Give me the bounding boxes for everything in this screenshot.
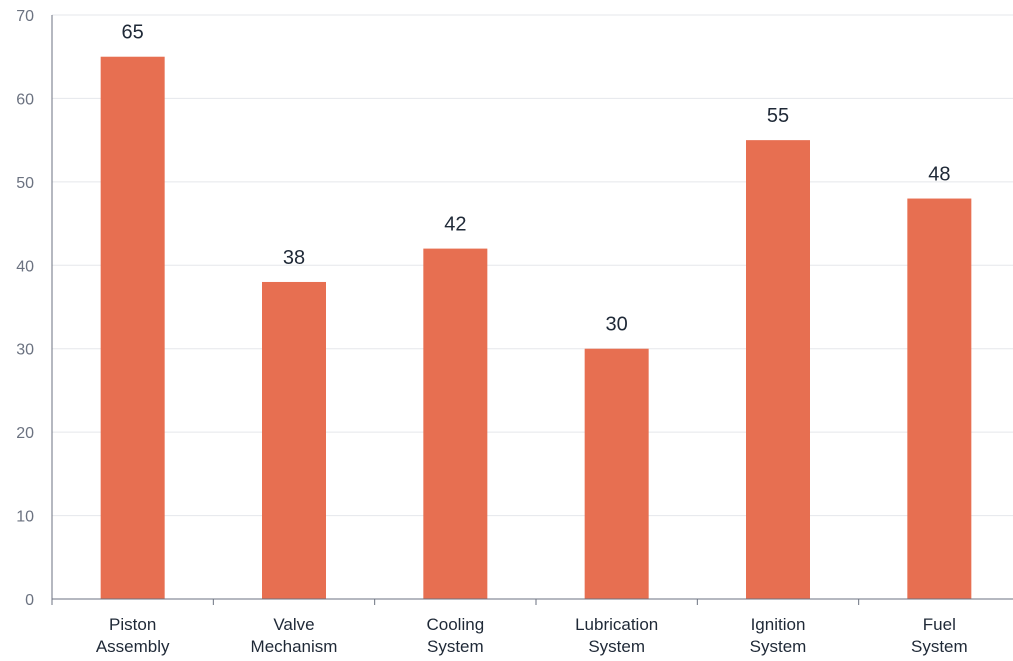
x-tick-label-line: System <box>427 637 484 656</box>
labels: 0 10 20 30 40 50 60 70 65 Piston Assembly 38 Valve Me… <box>16 8 967 656</box>
y-tick-label: 70 <box>16 8 34 25</box>
x-tick-label-line: System <box>588 637 645 656</box>
data-label: 30 <box>606 314 628 336</box>
data-label: 48 <box>928 164 950 186</box>
data-label: 42 <box>444 214 466 236</box>
x-tick-label: Fuel System <box>911 615 968 656</box>
bar <box>100 56 165 599</box>
data-label: 55 <box>767 105 789 127</box>
bar <box>746 140 810 599</box>
bar <box>907 198 972 600</box>
y-tick-label: 10 <box>16 509 34 526</box>
y-tick-label: 30 <box>16 342 34 359</box>
bar <box>584 348 649 599</box>
bar <box>262 281 326 599</box>
axes <box>51 15 1013 605</box>
x-tick-label: Ignition System <box>750 615 807 656</box>
data-label: 65 <box>122 22 144 44</box>
x-tick-label-line: Ignition <box>751 615 806 634</box>
bars <box>100 56 972 600</box>
x-tick-label-line: Valve <box>273 615 314 634</box>
y-tick-label: 50 <box>16 175 34 192</box>
x-tick-label-line: Cooling <box>427 615 485 634</box>
x-tick-label-line: System <box>911 637 968 656</box>
x-tick-label: Valve Mechanism <box>251 615 338 656</box>
x-tick-label-line: System <box>750 637 807 656</box>
y-tick-label: 0 <box>25 592 34 609</box>
y-tick-label: 40 <box>16 258 34 275</box>
x-tick-label-line: Mechanism <box>251 637 338 656</box>
grid-lines <box>52 14 1013 517</box>
x-tick-label-line: Fuel <box>923 615 956 634</box>
x-tick-label: Cooling System <box>427 615 485 656</box>
x-tick-label-line: Lubrication <box>575 615 658 634</box>
data-label: 38 <box>283 247 305 269</box>
x-tick-label-line: Assembly <box>96 637 170 656</box>
x-tick-label: Lubrication System <box>575 615 658 656</box>
x-tick-label: Piston Assembly <box>96 615 170 656</box>
x-tick-label-line: Piston <box>109 615 156 634</box>
y-tick-label: 20 <box>16 425 34 442</box>
bar <box>423 248 488 599</box>
y-tick-label: 60 <box>16 91 34 108</box>
